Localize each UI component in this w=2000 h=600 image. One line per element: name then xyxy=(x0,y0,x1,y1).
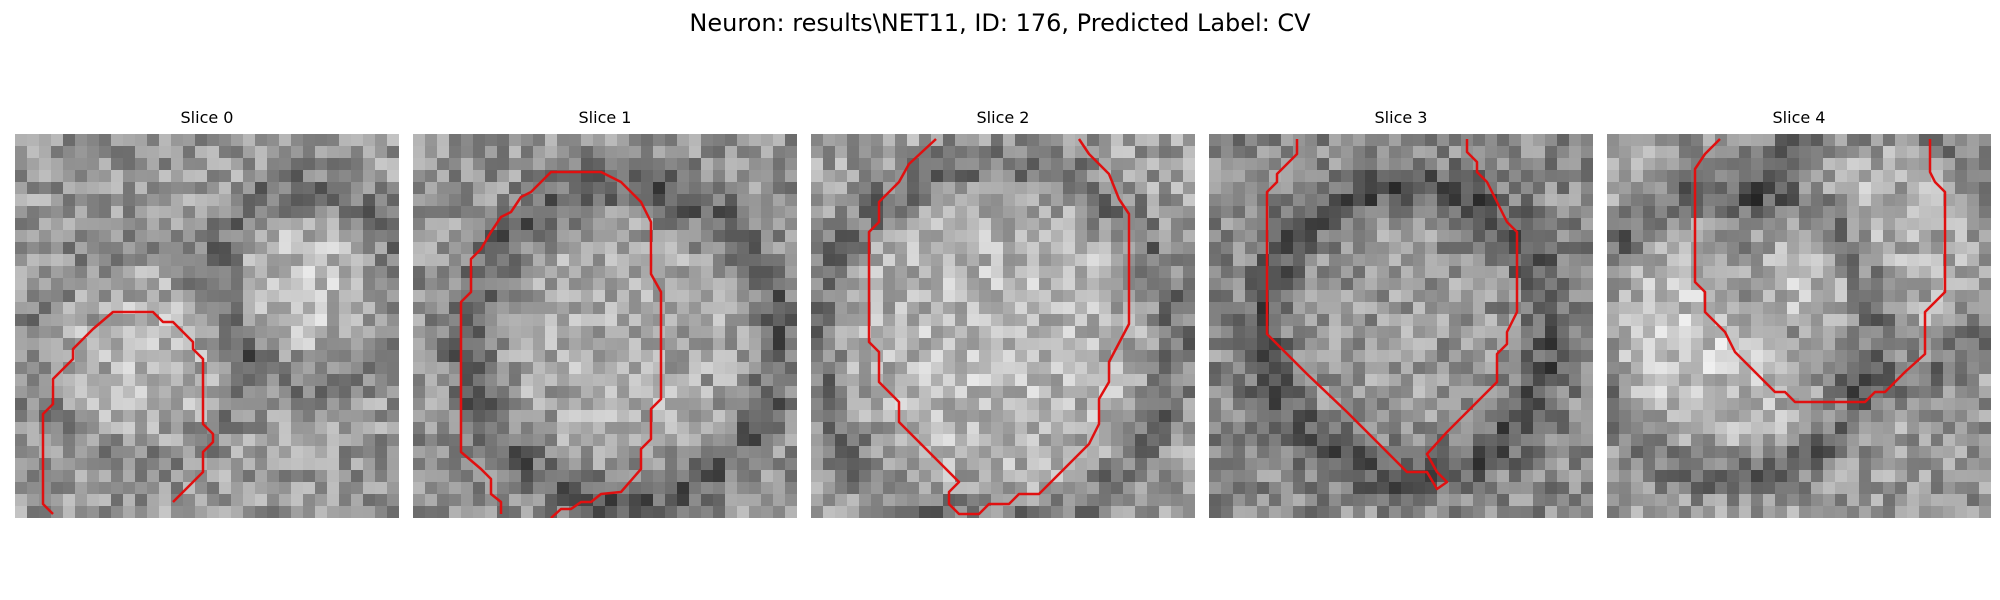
slice-panel-1: Slice 1 xyxy=(413,108,797,518)
segmentation-contour xyxy=(1693,138,1947,404)
pixel-grid xyxy=(1607,134,1991,518)
pixel-grid xyxy=(1209,134,1593,518)
segmentation-contour xyxy=(867,138,1131,516)
slice-image xyxy=(413,134,797,518)
segmentation-contour xyxy=(1265,139,1519,491)
slice-title: Slice 4 xyxy=(1772,108,1826,127)
slice-image xyxy=(1607,134,1991,518)
slice-panel-2: Slice 2 xyxy=(811,108,1195,518)
slice-title: Slice 0 xyxy=(180,108,234,127)
slice-panel-0: Slice 0 xyxy=(15,108,399,518)
slice-image xyxy=(811,134,1195,518)
slice-title: Slice 2 xyxy=(976,108,1030,127)
slice-title: Slice 3 xyxy=(1374,108,1428,127)
slice-image xyxy=(15,134,399,518)
pixel-grid xyxy=(413,134,797,518)
segmentation-contour xyxy=(459,170,663,518)
figure-title: Neuron: results\NET11, ID: 176, Predicte… xyxy=(689,9,1311,37)
slice-title: Slice 1 xyxy=(578,108,632,127)
slice-panel-4: Slice 4 xyxy=(1607,108,1991,518)
pixel-grid xyxy=(811,134,1195,518)
slice-panel-3: Slice 3 xyxy=(1209,108,1593,518)
segmentation-contour xyxy=(41,310,215,515)
slice-image xyxy=(1209,134,1593,518)
pixel-grid xyxy=(15,134,399,518)
